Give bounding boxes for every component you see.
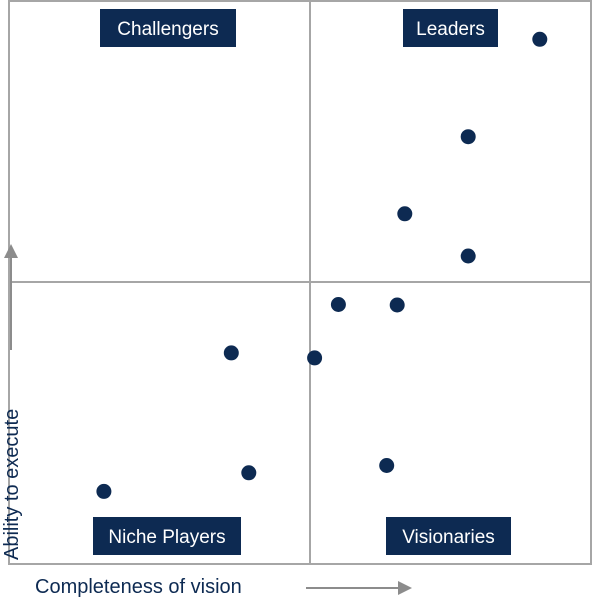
data-point-7 — [307, 350, 323, 366]
data-points — [96, 31, 548, 499]
data-point-9 — [379, 458, 395, 473]
quadrant-label-challengers-box — [100, 9, 236, 47]
data-point-5 — [330, 297, 346, 312]
data-point-8 — [223, 345, 239, 361]
x-axis-arrow-head — [398, 581, 412, 595]
quadrant-label-challengers: Challengers — [100, 9, 236, 47]
data-point-4 — [460, 248, 476, 264]
x-axis-arrow — [306, 581, 412, 595]
quadrant-label-visionaries-box — [386, 517, 511, 555]
y-axis-title: Ability to execute — [1, 409, 23, 560]
quadrant-label-visionaries: Visionaries — [386, 517, 511, 555]
data-point-11 — [96, 483, 112, 499]
data-point-1 — [532, 31, 548, 47]
y-axis-arrow — [4, 244, 18, 350]
quadrant-label-niche-players-box — [93, 517, 241, 555]
quadrant-label-visionaries-text: Visionaries — [402, 527, 495, 548]
data-point-10 — [241, 465, 257, 481]
data-point-3 — [397, 206, 413, 222]
x-axis-title: Completeness of vision — [35, 576, 242, 598]
quadrant-label-challengers-text: Challengers — [117, 19, 218, 40]
quadrant-label-leaders: Leaders — [403, 9, 498, 47]
quadrant-label-niche-players-text: Niche Players — [108, 527, 225, 548]
quadrant-label-leaders-text: Leaders — [416, 19, 485, 40]
data-point-2 — [460, 129, 476, 145]
quadrant-label-leaders-box — [403, 9, 498, 47]
quadrant-label-niche-players: Niche Players — [93, 517, 241, 555]
data-point-6 — [389, 297, 405, 313]
y-axis-arrow-head — [4, 244, 18, 258]
